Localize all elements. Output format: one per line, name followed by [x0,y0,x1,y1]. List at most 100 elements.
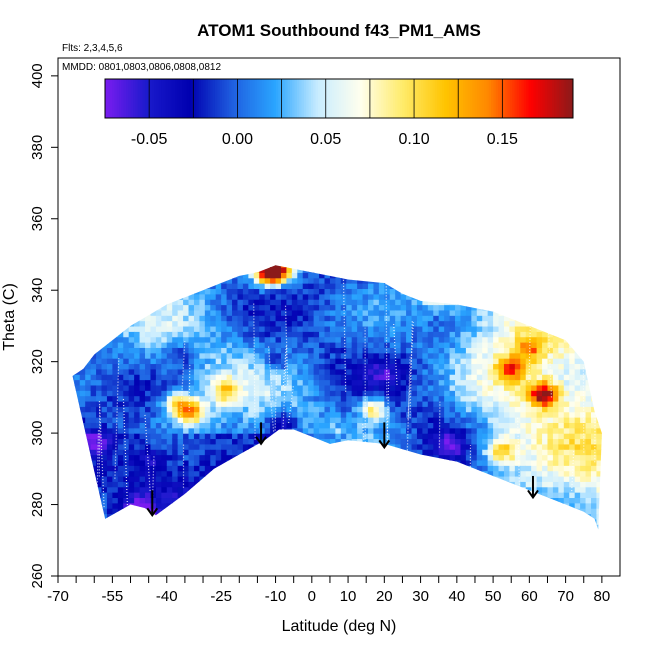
heatmap-cell [123,288,130,295]
heatmap-cell [493,390,500,397]
heatmap-cell [63,481,69,487]
heatmap-cell [438,508,445,515]
heatmap-cell [150,400,157,407]
heatmap-cell [438,400,445,407]
heatmap-cell [128,379,135,386]
heatmap-cell [313,363,320,370]
heatmap-cell [270,266,277,273]
heatmap-cell [166,368,173,375]
heatmap-cell [416,299,423,306]
heatmap-cell [411,518,418,525]
heatmap-cell [422,454,429,461]
heatmap-cell [188,336,195,343]
heatmap-cell [112,411,119,418]
heatmap-cell [553,256,559,262]
heatmap-cell [286,379,293,386]
heatmap-cell [117,304,124,311]
heatmap-cell [139,368,146,375]
heatmap-cell [188,417,195,423]
heatmap-cell [145,470,152,477]
heatmap-cell [237,374,244,381]
heatmap-cell [373,518,380,525]
heatmap-cell [324,406,331,413]
heatmap-cell [498,481,505,488]
heatmap-cell [58,251,64,257]
heatmap-cell [542,400,549,407]
heatmap-cell [558,535,564,541]
heatmap-cell [58,363,64,369]
heatmap-cell [248,481,255,488]
heatmap-cell [221,363,228,370]
heatmap-cell [329,347,336,354]
heatmap-cell [280,272,288,279]
heatmap-cell [351,492,358,499]
heatmap-cell [166,342,173,348]
heatmap-cell [482,342,489,348]
heatmap-cell [199,358,206,365]
heatmap-cell [537,535,543,541]
heatmap-cell [140,256,146,262]
heatmap-cell [389,379,396,386]
heatmap-cell [493,288,500,295]
heatmap-cell [248,325,255,332]
heatmap-cell [85,358,92,365]
heatmap-cell [346,304,353,311]
heatmap-cell [85,492,92,499]
heatmap-cell [226,395,233,402]
heatmap-cell [172,347,179,354]
heatmap-cell [226,352,233,359]
heatmap-cell [509,524,516,530]
heatmap-cell [324,395,331,402]
heatmap-cell [72,481,75,488]
heatmap-cell [357,497,364,504]
heatmap-cell [178,535,184,541]
heatmap-cell [237,320,244,327]
heatmap-cell [63,422,69,428]
heatmap-cell [204,400,211,407]
heatmap-cell [406,433,413,440]
heatmap-cell [123,530,129,536]
heatmap-cell [368,283,375,290]
heatmap-cell [270,272,277,279]
heatmap-cell [351,309,358,316]
heatmap-cell [373,411,380,418]
heatmap-cell [422,379,429,386]
heatmap-cell [476,459,483,466]
heatmap-cell [460,438,467,445]
heatmap-cell [401,530,407,536]
heatmap-cell [63,337,69,343]
heatmap-cell [117,347,124,354]
heatmap-cell [384,470,391,477]
heatmap-cell [243,251,249,257]
heatmap-cell [291,293,298,300]
heatmap-cell [542,530,548,536]
heatmap-cell [400,390,407,397]
heatmap-cell [253,347,260,354]
heatmap-cell [378,347,385,354]
heatmap-cell [123,358,130,365]
heatmap-cell [329,465,336,472]
heatmap-cell [172,492,179,499]
heatmap-cell [552,486,559,493]
heatmap-cell [253,374,260,381]
heatmap-cell [188,325,195,332]
heatmap-cell [199,384,206,391]
heatmap-cell [455,331,462,338]
heatmap-cell [476,422,483,429]
heatmap-cell [177,266,184,273]
heatmap-cell [204,459,211,466]
heatmap-cell [270,342,277,348]
heatmap-cell [58,369,64,375]
heatmap-cell [547,379,554,386]
heatmap-cell [449,363,456,370]
heatmap-cell [199,325,206,332]
heatmap-cell [275,400,282,407]
heatmap-cell [520,358,527,365]
heatmap-cell [270,251,276,257]
heatmap-cell [455,304,462,311]
heatmap-cell [487,524,494,530]
heatmap-cell [346,411,353,418]
heatmap-cell [216,530,222,536]
heatmap-cell [302,283,309,290]
heatmap-cell [106,513,113,520]
